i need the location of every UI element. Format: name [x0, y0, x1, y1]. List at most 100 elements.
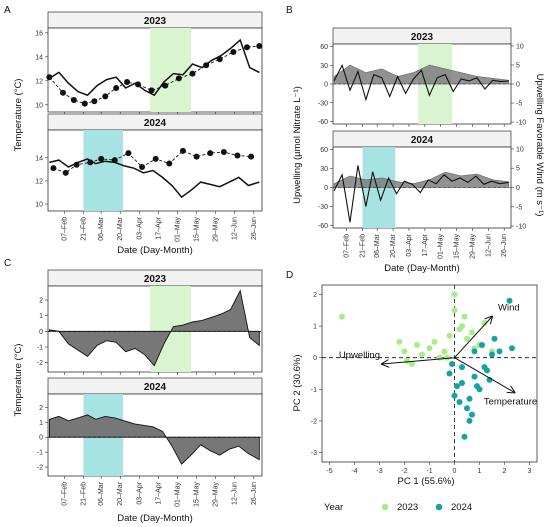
- facet-title-b-2023: 2023: [411, 32, 434, 43]
- b-y-tick-label: 0: [324, 82, 328, 89]
- a-x-tick-label: 17–Apr: [155, 216, 162, 239]
- wind-area: [333, 171, 509, 188]
- pca-point-2023: [451, 291, 458, 298]
- y-axis-title-a: Temperature (°C): [13, 79, 24, 152]
- pca-point-2024: [489, 351, 495, 358]
- pca-point-2024: [479, 342, 485, 349]
- b-y-tick-label: -30: [318, 100, 328, 107]
- data-point: [162, 82, 169, 89]
- b-y2-tick-label: 0: [516, 185, 520, 192]
- pca-point-2024: [474, 383, 480, 390]
- x-axis-title-b: Date (Day-Month): [384, 263, 460, 274]
- data-point: [46, 74, 53, 81]
- c-y-tick-label: 0: [39, 329, 43, 336]
- legend: Year 2023 2024: [324, 502, 472, 513]
- series-line: [49, 158, 260, 199]
- series-line: [48, 38, 260, 97]
- pca-point-2023: [461, 313, 468, 320]
- plot-area-b-2023: -60 -30 0 30 60 -10 -5 0 5 10: [318, 43, 526, 127]
- facet-title-c-2023: 2023: [144, 274, 167, 285]
- d-y-tick-label: 0: [313, 355, 317, 362]
- a-x-tick-label: 26–Jun: [251, 217, 258, 240]
- b-y2-tick-label: 0: [516, 82, 520, 89]
- data-point: [124, 79, 131, 85]
- data-point: [125, 150, 132, 157]
- a-y-tick-label: 14: [35, 54, 43, 61]
- b-y2-tick-label: -10: [516, 120, 526, 127]
- b-y2-tick-label: 5: [516, 166, 520, 173]
- loading-arrow-wind: [454, 317, 493, 359]
- plot-area-d: -5 -4 -3 -2 -1 0 1 2 3 -3 -2 -1 0 1 2 Wind Upwelling Temp…: [311, 284, 538, 475]
- data-point: [139, 164, 146, 171]
- plot-area-c-2023: -2 -1 0 1 2: [37, 285, 263, 375]
- data-point: [87, 159, 94, 166]
- plot-area-a-2024: 10 12 14: [35, 129, 263, 214]
- a-x-tick-label: 03–Apr: [136, 216, 143, 239]
- plot-area-b-2024: -60 -30 0 30 60 -10 -5 0 5 10: [318, 146, 526, 231]
- pca-point-2024: [456, 398, 463, 405]
- data-point: [234, 152, 241, 159]
- y-axis-title-c: Temperature (°C): [13, 344, 24, 417]
- b-y2-tick-label: -10: [516, 224, 526, 231]
- panel-label-a: A: [4, 5, 11, 16]
- legend-marker-2024: [435, 503, 443, 511]
- highlight-band: [83, 130, 123, 211]
- c-y-tick-label: -1: [37, 450, 43, 457]
- series-dashed-line: [53, 150, 252, 174]
- a-x-tick-label: 21–Feb: [80, 217, 87, 241]
- data-point: [244, 44, 251, 51]
- data-point: [73, 161, 80, 168]
- b-x-tick-label: 03–Apr: [406, 233, 413, 256]
- a-y-tick-label: 12: [35, 178, 43, 185]
- legend-title: Year: [324, 502, 343, 513]
- b-x-tick-label: 17–Apr: [422, 233, 429, 256]
- data-point: [81, 100, 88, 107]
- d-y-tick-label: 2: [313, 292, 317, 299]
- pca-point-2023: [339, 313, 345, 320]
- legend-label-2024: 2024: [451, 502, 472, 513]
- plot-area-c-2024: -2 -1 0 1 2: [37, 393, 263, 479]
- pca-point-2023: [404, 357, 410, 364]
- b-y2-tick-label: -5: [516, 204, 522, 211]
- a-y-tick-label: 10: [35, 102, 43, 109]
- facet-title-a-2024: 2024: [144, 118, 167, 129]
- a-x-tick-label: 20–Mar: [117, 216, 124, 240]
- b-x-tick-label: 26–Jun: [501, 234, 508, 257]
- pca-point-2024: [496, 348, 503, 355]
- panel-c: 2023 -2 -1 0 1 2 2024 -2 -1 0 1 2 07–Feb 21–Feb 06…: [13, 269, 263, 524]
- pca-point-2023: [396, 338, 403, 345]
- b-y2-tick-label: -5: [516, 101, 522, 108]
- pca-point-2024: [446, 370, 453, 377]
- loading-label-upwelling: Upwelling: [339, 350, 380, 361]
- data-point: [102, 93, 109, 100]
- pca-point-2023: [419, 351, 425, 358]
- panel-b: 2023 -60 -30 0 30 60 -10 -5 0 5 10 2024 -60 -30 0 30…: [292, 27, 545, 274]
- d-y-tick-label: 1: [313, 324, 317, 331]
- panel-a: 2023 10 12 14 16 2024 10 12 14 07–Feb 21–Feb 06…: [13, 11, 263, 256]
- b-y2-tick-label: 5: [516, 62, 520, 69]
- d-y-tick-label: -3: [311, 450, 317, 457]
- pca-point-2024: [509, 345, 515, 352]
- data-point: [98, 155, 105, 162]
- b-y2-tick-label: 10: [516, 43, 524, 50]
- data-point: [70, 97, 77, 103]
- data-point: [193, 153, 200, 160]
- a-x-tick-label: 06–Mar: [98, 216, 105, 240]
- d-x-tick-label: -2: [401, 468, 407, 475]
- data-point: [166, 160, 173, 167]
- pca-point-2024: [464, 405, 470, 412]
- c-y-tick-label: 1: [39, 313, 43, 320]
- b-y2-tick-label: 10: [516, 146, 524, 153]
- pca-point-2023: [464, 335, 470, 342]
- pca-point-2023: [436, 354, 443, 361]
- c-x-tick-label: 07–Feb: [61, 482, 68, 506]
- a-y-tick-label: 16: [35, 30, 43, 37]
- a-x-tick-label: 07–Feb: [61, 217, 68, 241]
- legend-marker-2023: [381, 503, 389, 511]
- b-y-tick-label: 30: [320, 63, 328, 70]
- b-x-tick-label: 06–Mar: [374, 233, 381, 257]
- data-point: [230, 49, 237, 55]
- a-y-tick-label: 10: [35, 202, 43, 209]
- c-y-tick-label: -2: [37, 465, 43, 472]
